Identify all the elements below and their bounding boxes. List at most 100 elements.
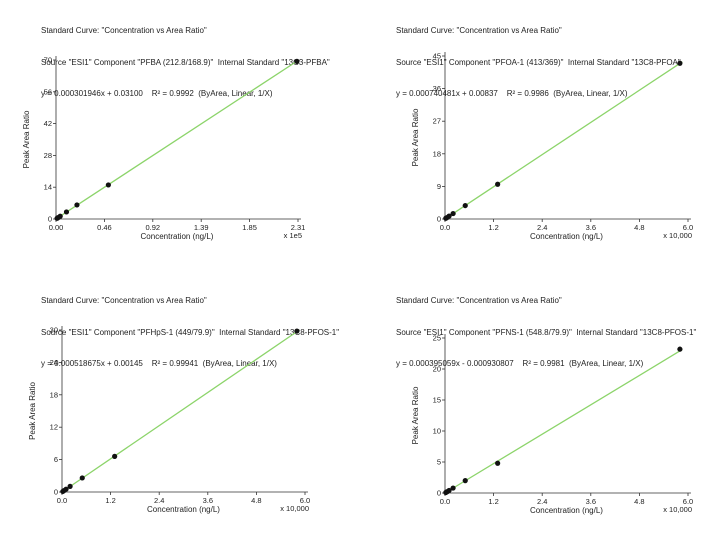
chart-title: Standard Curve: "Concentration vs Area R…	[41, 296, 207, 305]
chart-header: Standard Curve: "Concentration vs Area R…	[41, 5, 330, 121]
data-point	[450, 485, 456, 491]
x-tick-label: 3.6	[203, 496, 213, 505]
y-tick-label: 10	[433, 427, 441, 436]
data-point	[462, 478, 468, 484]
x-tick-label: 2.4	[537, 497, 547, 506]
y-tick-label: 0	[437, 489, 441, 498]
chart-header: Standard Curve: "Concentration vs Area R…	[41, 275, 339, 391]
y-tick-label: 14	[44, 183, 52, 192]
y-tick-label: 30	[50, 326, 58, 335]
x-tick-label: 0.0	[440, 497, 450, 506]
data-point	[450, 210, 456, 217]
chart-panel-pfns: Standard Curve: "Concentration vs Area R…	[354, 270, 700, 532]
x-tick-label: 4.8	[634, 223, 644, 232]
x-tick-label: 6.0	[683, 497, 693, 506]
x-tick-label: 0.46	[97, 223, 112, 232]
x-tick-label: 1.85	[242, 223, 257, 232]
y-tick-label: 15	[433, 396, 441, 405]
fit-line	[55, 59, 299, 220]
data-point	[294, 328, 300, 334]
x-tick-label: 4.8	[251, 496, 261, 505]
y-tick-label: 0	[54, 488, 58, 497]
chart-source: Source "ESI1" Component "PFHpS-1 (449/79…	[41, 327, 340, 337]
x-multiplier-label: x 1e5	[284, 231, 302, 240]
data-point	[105, 182, 111, 188]
chart-equation: y = 0.000740481x + 0.00837 R² = 0.9986 (…	[396, 89, 628, 98]
x-tick-label: 6.0	[300, 496, 310, 505]
y-tick-label: 18	[433, 149, 441, 158]
y-tick-label: 24	[50, 358, 58, 367]
data-point	[74, 202, 80, 208]
x-multiplier-label: x 10,000	[663, 505, 692, 514]
y-tick-label: 45	[433, 52, 441, 61]
y-axis-label: Peak Area Ratio	[28, 382, 37, 440]
y-tick-label: 20	[433, 365, 441, 374]
scatter-plot-pfns: 0 5 10 15 20 25 0.0 1.2 2.4 3.6 4.8 6.0x 10,000 Conc…	[411, 334, 693, 516]
y-tick-label: 9	[437, 182, 441, 191]
data-point	[446, 213, 452, 219]
chart-equation: y = 0.000518675x + 0.00145 R² = 0.99941 …	[41, 359, 277, 368]
y-tick-label: 36	[433, 84, 441, 93]
x-tick-label: 2.4	[537, 223, 547, 232]
x-axis-label: Concentration (ng/L)	[530, 506, 603, 515]
data-point	[294, 58, 300, 64]
chart-title: Standard Curve: "Concentration vs Area R…	[41, 26, 207, 35]
data-point	[446, 487, 452, 494]
chart-equation: y = 0.000395059x - 0.000930807 R² = 0.99…	[396, 359, 644, 368]
data-point	[63, 209, 70, 215]
x-multiplier-label: x 10,000	[280, 504, 309, 513]
y-tick-label: 18	[50, 390, 58, 399]
y-tick-label: 5	[437, 458, 441, 467]
y-tick-label: 70	[44, 56, 52, 65]
chart-header: Standard Curve: "Concentration vs Area R…	[396, 5, 681, 121]
chart-panel-pfba: Standard Curve: "Concentration vs Area R…	[0, 0, 346, 262]
data-point	[67, 483, 73, 489]
x-tick-label: 0.0	[440, 223, 450, 232]
x-multiplier-label: x 10,000	[663, 231, 692, 240]
scatter-plot-pfba: 0 14 28 42 56 70 0.00 0.46 0.92 1.39 1.85 2.31x 1e5…	[22, 56, 305, 242]
chart-panel-pfoa: Standard Curve: "Concentration vs Area R…	[354, 0, 700, 262]
data-point	[57, 213, 63, 219]
fit-line	[444, 61, 683, 220]
chart-header: Standard Curve: "Concentration vs Area R…	[396, 275, 696, 391]
x-tick-label: 1.2	[488, 223, 498, 232]
data-point	[79, 475, 85, 481]
data-point	[112, 453, 118, 459]
y-tick-label: 0	[437, 215, 441, 224]
y-tick-label: 28	[44, 151, 52, 160]
x-tick-label: 0.0	[57, 496, 67, 505]
y-tick-label: 0	[48, 215, 52, 224]
fit-line	[444, 348, 683, 494]
x-tick-label: 3.6	[586, 497, 596, 506]
x-tick-label: 2.4	[154, 496, 164, 505]
chart-source: Source "ESI1" Component "PFOA-1 (413/369…	[396, 57, 681, 67]
y-tick-label: 42	[44, 119, 52, 128]
y-tick-label: 12	[50, 423, 58, 432]
data-point	[495, 181, 501, 187]
y-axis-label: Peak Area Ratio	[22, 110, 31, 168]
y-axis-label: Peak Area Ratio	[411, 108, 420, 166]
x-axis-label: Concentration (ng/L)	[530, 232, 603, 241]
chart-title: Standard Curve: "Concentration vs Area R…	[396, 296, 562, 305]
x-tick-label: 1.39	[194, 223, 209, 232]
scatter-plot-pfoa: 0 9 18 27 36 45 0.0 1.2 2.4 3.6 4.8 6.0x 10,000 Conc…	[411, 52, 693, 242]
x-tick-label: 1.2	[488, 497, 498, 506]
fit-line	[61, 329, 300, 493]
chart-panel-pfhps: Standard Curve: "Concentration vs Area R…	[0, 270, 346, 532]
data-point	[462, 202, 468, 209]
x-tick-label: 0.92	[145, 223, 160, 232]
data-point	[63, 486, 69, 492]
x-axis-label: Concentration (ng/L)	[147, 505, 220, 514]
x-tick-label: 3.6	[586, 223, 596, 232]
y-tick-label: 56	[44, 87, 52, 96]
chart-source: Source "ESI1" Component "PFNS-1 (548.8/7…	[396, 327, 697, 337]
x-tick-label: 4.8	[634, 497, 644, 506]
scatter-plot-pfhps: 0 6 12 18 24 30 0.0 1.2 2.4 3.6 4.8 6.0x 10,000 Conc…	[28, 326, 310, 515]
x-axis-label: Concentration (ng/L)	[141, 232, 214, 241]
chart-source: Source "ESI1" Component "PFBA (212.8/168…	[41, 57, 330, 67]
data-point	[495, 460, 501, 466]
x-tick-label: 1.2	[105, 496, 115, 505]
chart-equation: y = 0.000301946x + 0.03100 R² = 0.9992 (…	[41, 89, 273, 98]
data-point	[677, 346, 683, 352]
y-tick-label: 25	[433, 334, 441, 343]
